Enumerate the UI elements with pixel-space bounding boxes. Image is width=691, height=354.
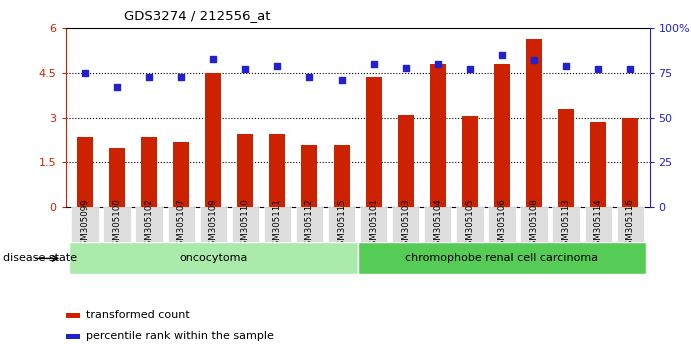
- Bar: [334, 144, 350, 207]
- Text: GSM305100: GSM305100: [113, 198, 122, 251]
- Point: [336, 77, 347, 83]
- FancyBboxPatch shape: [328, 207, 355, 242]
- Bar: [269, 134, 285, 207]
- Text: oncocytoma: oncocytoma: [179, 253, 247, 263]
- FancyBboxPatch shape: [585, 207, 612, 242]
- Text: GSM305112: GSM305112: [305, 198, 314, 251]
- FancyBboxPatch shape: [69, 242, 357, 274]
- FancyBboxPatch shape: [357, 242, 646, 274]
- Text: GSM305106: GSM305106: [498, 198, 507, 251]
- Bar: [237, 134, 254, 207]
- Text: GSM305115: GSM305115: [337, 198, 346, 251]
- Text: chromophobe renal cell carcinoma: chromophobe renal cell carcinoma: [406, 253, 598, 263]
- FancyBboxPatch shape: [167, 207, 195, 242]
- Point: [208, 56, 219, 62]
- Text: transformed count: transformed count: [86, 310, 190, 320]
- Point: [176, 74, 187, 79]
- Bar: [398, 115, 414, 207]
- Text: disease state: disease state: [3, 253, 77, 263]
- Point: [368, 61, 379, 67]
- Bar: [430, 64, 446, 207]
- FancyBboxPatch shape: [231, 207, 259, 242]
- FancyBboxPatch shape: [553, 207, 580, 242]
- Bar: [77, 137, 93, 207]
- FancyBboxPatch shape: [104, 207, 131, 242]
- Point: [625, 67, 636, 72]
- Text: GSM305102: GSM305102: [144, 198, 153, 251]
- Text: GSM305107: GSM305107: [177, 198, 186, 251]
- FancyBboxPatch shape: [264, 207, 291, 242]
- FancyBboxPatch shape: [71, 207, 99, 242]
- Text: GSM305114: GSM305114: [594, 198, 603, 251]
- Bar: [558, 109, 574, 207]
- Point: [304, 74, 315, 79]
- FancyBboxPatch shape: [520, 207, 548, 242]
- Text: GSM305113: GSM305113: [562, 198, 571, 251]
- Point: [79, 70, 91, 76]
- Bar: [462, 116, 478, 207]
- Text: GDS3274 / 212556_at: GDS3274 / 212556_at: [124, 9, 271, 22]
- Point: [144, 74, 155, 79]
- Point: [240, 67, 251, 72]
- FancyBboxPatch shape: [456, 207, 484, 242]
- Text: GSM305116: GSM305116: [626, 198, 635, 251]
- Bar: [494, 64, 510, 207]
- FancyBboxPatch shape: [296, 207, 323, 242]
- Bar: [590, 122, 606, 207]
- Bar: [366, 78, 381, 207]
- Point: [593, 67, 604, 72]
- Text: GSM305101: GSM305101: [369, 198, 378, 251]
- Point: [272, 63, 283, 69]
- FancyBboxPatch shape: [489, 207, 515, 242]
- FancyBboxPatch shape: [424, 207, 451, 242]
- FancyBboxPatch shape: [200, 207, 227, 242]
- Point: [560, 63, 571, 69]
- Text: GSM305104: GSM305104: [433, 198, 442, 251]
- Point: [111, 85, 122, 90]
- FancyBboxPatch shape: [360, 207, 387, 242]
- FancyBboxPatch shape: [616, 207, 644, 242]
- Bar: [173, 142, 189, 207]
- Bar: [526, 39, 542, 207]
- Bar: [66, 334, 80, 339]
- FancyBboxPatch shape: [135, 207, 162, 242]
- Bar: [141, 137, 157, 207]
- Bar: [205, 73, 221, 207]
- FancyBboxPatch shape: [392, 207, 419, 242]
- Point: [433, 61, 444, 67]
- Point: [400, 65, 411, 70]
- Text: GSM305109: GSM305109: [209, 199, 218, 251]
- Bar: [301, 144, 317, 207]
- Text: GSM305103: GSM305103: [401, 198, 410, 251]
- Text: percentile rank within the sample: percentile rank within the sample: [86, 331, 274, 341]
- Bar: [109, 148, 125, 207]
- Text: GSM305108: GSM305108: [529, 198, 538, 251]
- Text: GSM305111: GSM305111: [273, 198, 282, 251]
- Point: [496, 52, 507, 58]
- Point: [464, 67, 475, 72]
- Text: GSM305105: GSM305105: [465, 198, 475, 251]
- Bar: [623, 118, 638, 207]
- Text: GSM305099: GSM305099: [80, 199, 89, 251]
- Bar: [66, 313, 80, 318]
- Point: [529, 58, 540, 63]
- Text: GSM305110: GSM305110: [240, 198, 250, 251]
